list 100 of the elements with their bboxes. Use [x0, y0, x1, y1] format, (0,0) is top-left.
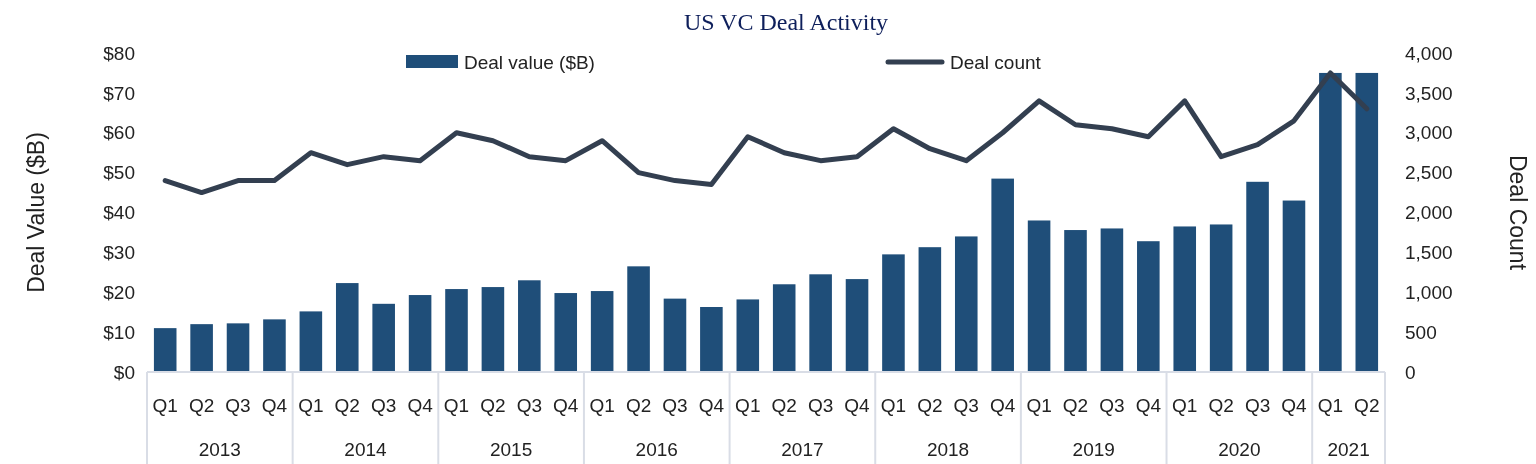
y-tick-label: $40 [103, 202, 135, 224]
bar [663, 298, 687, 372]
x-tick-label: Q1 [152, 395, 178, 416]
bar [590, 291, 614, 372]
x-tick-label: Q2 [625, 395, 652, 416]
bar [1319, 72, 1342, 372]
legend-label: Deal value ($B) [464, 51, 595, 73]
y-tick-label: $70 [103, 82, 135, 104]
bar [1173, 226, 1197, 372]
x-tick-label: Q3 [371, 395, 397, 416]
text: 2016 [635, 439, 678, 460]
y2-axis-title: Deal Count [1505, 154, 1531, 271]
y2-tick-label: 500 [1405, 321, 1437, 343]
bar [335, 283, 359, 372]
x-tick-label: Q3 [662, 395, 688, 416]
bar [1027, 220, 1051, 372]
bar [153, 328, 177, 372]
bar [736, 299, 760, 372]
bar [481, 287, 505, 372]
bar [809, 274, 832, 372]
y-tick-label: $60 [103, 122, 135, 144]
x-tick-label: Q1 [1026, 395, 1052, 416]
chart-title: US VC Deal Activity [683, 9, 889, 35]
text: 2014 [344, 439, 388, 460]
x-tick-label: Q4 [407, 395, 434, 416]
bar [408, 295, 432, 372]
y2-tick-label: 0 [1405, 361, 1416, 383]
bar [954, 236, 978, 372]
x-tick-label: Q4 [553, 395, 579, 416]
x-tick-label: Q2 [1354, 395, 1380, 416]
y-tick-label: $20 [103, 281, 135, 303]
x-tick-label: Q2 [334, 395, 360, 416]
text: 2013 [198, 439, 241, 460]
x-tick-label: Q1 [735, 395, 761, 416]
x-tick-label: Q4 [990, 395, 1016, 416]
x-tick-label: Q1 [443, 395, 470, 416]
bar [372, 303, 395, 372]
y-axis-title: Deal Value ($B) [23, 132, 49, 293]
y2-tick-label: 3,500 [1405, 82, 1453, 104]
y-tick-label: $0 [113, 361, 135, 383]
bar [991, 178, 1014, 372]
x-tick-label: Q3 [1244, 395, 1271, 416]
bar [1246, 181, 1269, 372]
x-tick-label: Q1 [1317, 395, 1344, 416]
y-tick-label: $30 [103, 242, 135, 264]
bar [190, 324, 213, 372]
bar [918, 247, 942, 372]
y2-tick-label: 2,000 [1405, 202, 1453, 224]
x-tick-label: Q4 [1281, 395, 1308, 416]
x-tick-label: Q3 [807, 395, 834, 416]
x-tick-label: Q3 [225, 395, 251, 416]
x-tick-label: Q1 [298, 395, 324, 416]
x-tick-label: Q2 [1062, 395, 1089, 416]
x-tick-label: Q1 [1172, 395, 1198, 416]
bar [1355, 72, 1379, 372]
bar [518, 280, 541, 372]
bar [1100, 228, 1124, 372]
text: 2018 [926, 439, 970, 460]
text: 2015 [489, 439, 533, 460]
bar [226, 323, 250, 372]
x-tick-label: Q2 [917, 395, 943, 416]
x-tick-label: Q4 [1135, 395, 1162, 416]
y-tick-label: $50 [103, 162, 135, 184]
bar [1064, 230, 1087, 372]
bar [263, 319, 286, 372]
x-tick-label: Q4 [844, 395, 871, 416]
x-tick-label: Q1 [589, 395, 615, 416]
y2-tick-label: 1,000 [1405, 281, 1453, 303]
x-tick-label: Q3 [953, 395, 979, 416]
x-tick-label: Q2 [188, 395, 215, 416]
bar [772, 284, 796, 372]
x-tick-label: Q1 [880, 395, 907, 416]
x-tick-label: Q3 [516, 395, 542, 416]
x-tick-label: Q2 [771, 395, 797, 416]
x-tick-label: Q4 [261, 395, 288, 416]
bar [700, 307, 723, 372]
bar [1209, 224, 1233, 372]
bar [845, 279, 869, 372]
text: 2017 [781, 439, 824, 460]
y2-tick-label: 3,000 [1405, 122, 1453, 144]
y-tick-label: $10 [103, 321, 135, 343]
bar [445, 289, 468, 372]
bar [1137, 241, 1160, 372]
bar [299, 311, 323, 372]
legend-label: Deal count [950, 51, 1042, 73]
bar [1282, 200, 1306, 372]
bar [882, 254, 905, 372]
text: 2021 [1327, 439, 1370, 460]
x-tick-label: Q2 [1208, 395, 1234, 416]
text: 2019 [1072, 439, 1115, 460]
bar [554, 293, 578, 372]
y-tick-label: $80 [103, 42, 135, 64]
x-tick-label: Q4 [698, 395, 725, 416]
y2-tick-label: 4,000 [1405, 42, 1453, 64]
x-tick-label: Q3 [1099, 395, 1125, 416]
text: 2020 [1218, 439, 1261, 460]
y2-tick-label: 1,500 [1405, 242, 1453, 264]
y2-tick-label: 2,500 [1405, 162, 1453, 184]
bar [627, 266, 650, 372]
x-tick-label: Q2 [480, 395, 506, 416]
